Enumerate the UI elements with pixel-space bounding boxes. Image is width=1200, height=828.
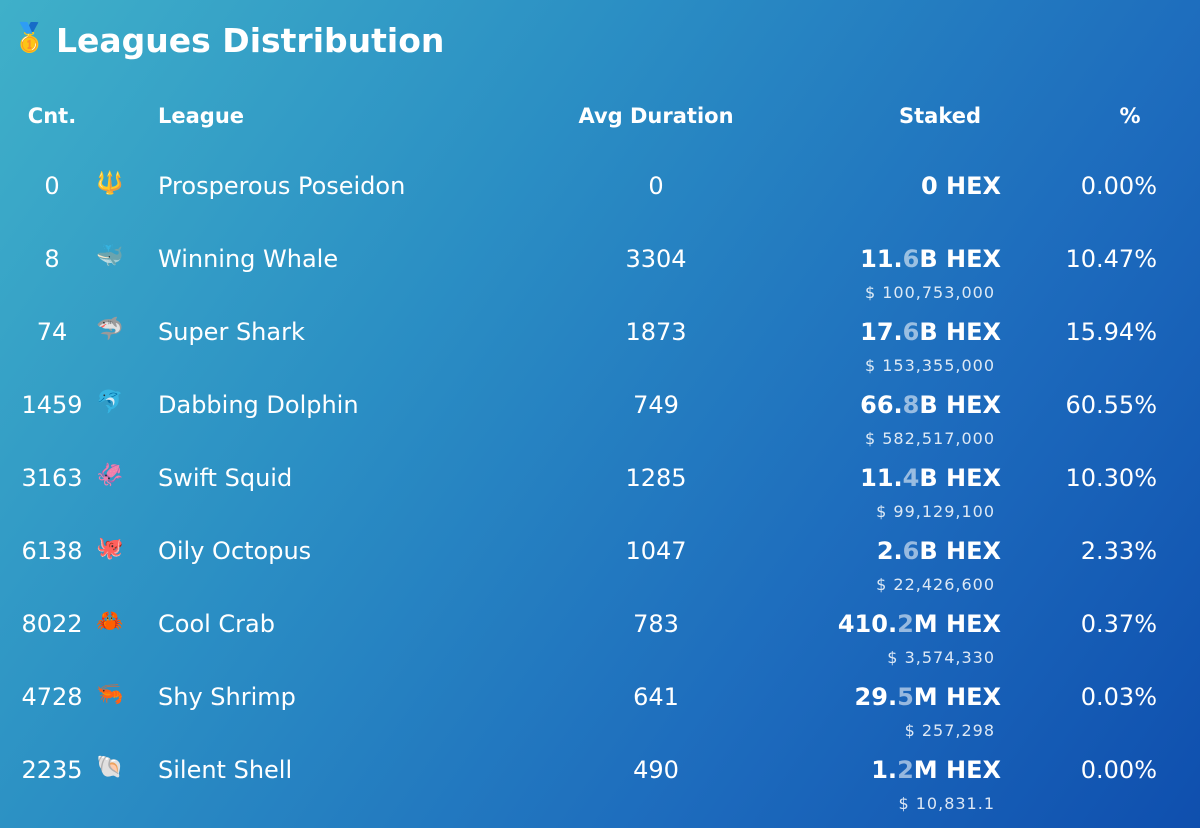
staked: 0 HEX [920, 172, 1001, 200]
staked: 1.2M HEX [871, 756, 1001, 784]
staked-usd: $ 100,753,000 [864, 283, 995, 302]
staked-usd: $ 99,129,100 [876, 502, 995, 521]
staked-usd: $ 257,298 [904, 721, 995, 740]
percent: 2.33% [1080, 537, 1157, 565]
league-icon: 🦐 [96, 682, 124, 707]
avg-duration: 1047 [625, 537, 687, 565]
staked: 11.6B HEX [860, 245, 1001, 273]
title: Leagues Distribution [56, 21, 445, 60]
avg-duration: 490 [633, 756, 679, 784]
avg-duration: 783 [633, 610, 679, 638]
league-name: Winning Whale [158, 245, 339, 273]
count: 3163 [21, 464, 83, 492]
column-header: League [158, 104, 245, 128]
count: 6138 [21, 537, 83, 565]
count: 1459 [21, 391, 83, 419]
league-name: Prosperous Poseidon [158, 172, 406, 200]
league-name: Oily Octopus [158, 537, 312, 565]
league-name: Cool Crab [158, 610, 275, 638]
league-name: Shy Shrimp [158, 683, 296, 711]
staked-usd: $ 582,517,000 [864, 429, 995, 448]
staked: 29.5M HEX [854, 683, 1001, 711]
staked-usd: $ 153,355,000 [864, 356, 995, 375]
staked: 17.6B HEX [860, 318, 1001, 346]
avg-duration: 3304 [625, 245, 687, 273]
column-header: Cnt. [27, 104, 77, 128]
staked: 66.8B HEX [860, 391, 1001, 419]
staked-usd: $ 22,426,600 [876, 575, 995, 594]
avg-duration: 1285 [625, 464, 687, 492]
avg-duration: 0 [648, 172, 664, 200]
percent: 0.03% [1080, 683, 1157, 711]
league-name: Swift Squid [158, 464, 293, 492]
league-icon: 🦈 [96, 317, 124, 342]
percent: 15.94% [1065, 318, 1157, 346]
staked-usd: $ 3,574,330 [887, 648, 995, 667]
league-icon: 🐬 [96, 390, 124, 415]
percent: 60.55% [1065, 391, 1157, 419]
league-icon: 🐳 [96, 244, 124, 269]
league-icon: 🦀 [96, 609, 124, 634]
percent: 0.00% [1080, 756, 1157, 784]
count: 8022 [21, 610, 83, 638]
percent: 0.00% [1080, 172, 1157, 200]
league-name: Super Shark [158, 318, 305, 346]
count: 0 [44, 172, 60, 200]
percent: 10.30% [1065, 464, 1157, 492]
count: 2235 [21, 756, 83, 784]
avg-duration: 1873 [625, 318, 687, 346]
column-header: % [1119, 104, 1141, 128]
count: 8 [44, 245, 60, 273]
league-name: Silent Shell [158, 756, 293, 784]
staked-usd: $ 10,831.1 [898, 794, 995, 813]
avg-duration: 641 [633, 683, 679, 711]
column-header: Avg Duration [578, 104, 734, 128]
count: 4728 [21, 683, 83, 711]
title-icon: 🥇 [12, 21, 47, 54]
percent: 0.37% [1080, 610, 1157, 638]
avg-duration: 749 [633, 391, 679, 419]
staked: 11.4B HEX [860, 464, 1001, 492]
league-icon: 🦑 [96, 463, 124, 488]
staked: 410.2M HEX [837, 610, 1001, 638]
league-icon: 🔱 [96, 171, 124, 196]
column-header: Staked [898, 104, 982, 128]
league-name: Dabbing Dolphin [158, 391, 359, 419]
league-icon: 🐙 [96, 536, 124, 561]
percent: 10.47% [1065, 245, 1157, 273]
staked: 2.6B HEX [876, 537, 1001, 565]
count: 74 [36, 318, 68, 346]
league-icon: 🐚 [96, 755, 124, 780]
